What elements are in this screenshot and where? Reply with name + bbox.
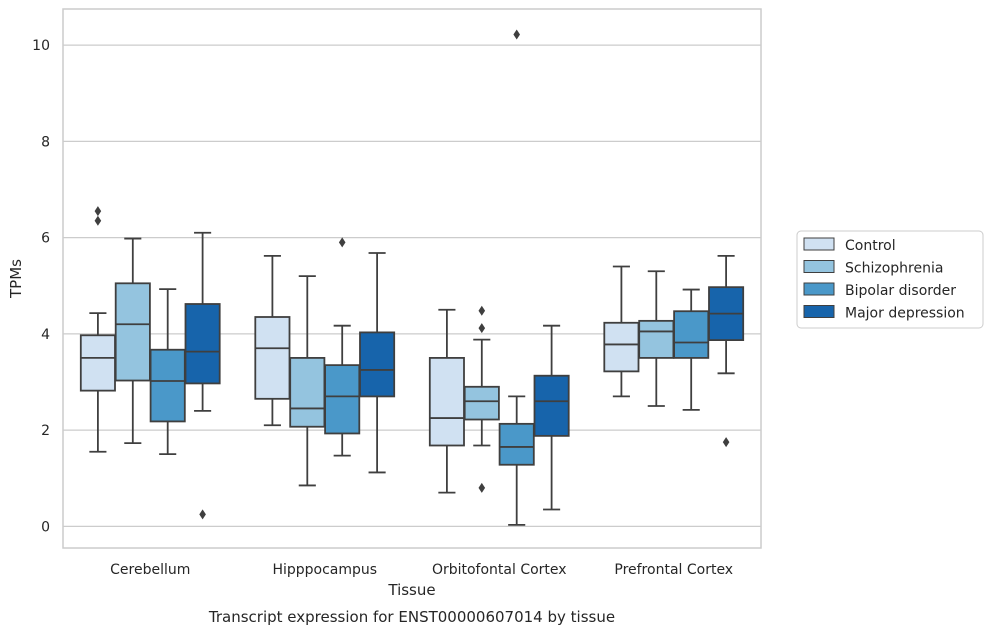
box-iqr <box>254 316 291 400</box>
box-iqr <box>673 310 710 359</box>
box-iqr <box>463 385 500 421</box>
box-plots <box>79 29 745 526</box>
box-2-3 <box>673 288 710 411</box>
x-tick-label: Hipppocampus <box>272 562 377 578</box>
legend-entry: Control <box>845 238 896 254</box>
y-tick-label: 8 <box>41 134 50 150</box>
box-3-2 <box>533 324 570 511</box>
box-0-0 <box>79 206 116 453</box>
box-0-1 <box>254 254 291 427</box>
box-1-2 <box>463 305 500 493</box>
box-0-2 <box>428 308 465 494</box>
y-tick-label: 2 <box>41 423 50 439</box>
y-tick-label: 0 <box>41 519 50 535</box>
box-2-0 <box>149 288 186 456</box>
legend-swatch <box>803 282 835 296</box>
box-iqr <box>498 422 535 466</box>
box-3-1 <box>359 252 396 474</box>
x-tick-label: Cerebellum <box>110 562 190 578</box>
legend-swatch <box>803 305 835 318</box>
box-1-1 <box>289 275 326 487</box>
outlier-point <box>478 482 486 493</box>
box-3-3 <box>708 254 745 448</box>
x-tick-label: Orbitofontal Cortex <box>432 562 567 578</box>
box-2-1 <box>324 237 361 457</box>
box-iqr <box>324 364 361 435</box>
plot-frame <box>62 8 762 549</box>
legend-entry: Schizophrenia <box>845 261 943 277</box>
box-iqr <box>289 357 326 428</box>
legend-swatch <box>803 260 835 273</box>
box-1-0 <box>114 237 151 444</box>
outlier-point <box>338 237 346 248</box>
legend-frame <box>796 230 984 329</box>
box-iqr <box>149 348 186 423</box>
x-axis-title: Tissue <box>387 581 435 599</box>
box-iqr <box>428 357 465 447</box>
box-iqr <box>184 303 221 385</box>
legend: Control Schizophrenia Bipolar disorder Majo… <box>796 230 984 329</box>
box-iqr <box>533 374 570 437</box>
outlier-point <box>199 509 206 520</box>
outlier-point <box>513 29 520 40</box>
x-tick-labels: Cerebellum Hipppocampus Orbitofontal Corte… <box>110 562 733 578</box>
outlier-point <box>94 206 102 217</box>
y-tick-label: 10 <box>32 38 50 54</box>
box-3-0 <box>184 231 221 520</box>
box-1-3 <box>638 270 675 407</box>
y-axis-title: TPMs <box>7 259 25 299</box>
legend-entry: Major depression <box>845 306 965 322</box>
y-tick-label: 6 <box>41 231 50 247</box>
chart-caption: Transcript expression for ENST0000060701… <box>208 608 615 626</box>
outlier-point <box>478 323 486 334</box>
grid-lines <box>63 44 761 527</box>
x-tick-label: Prefrontal Cortex <box>614 562 733 578</box>
outlier-point <box>478 305 486 316</box>
box-iqr <box>638 319 675 359</box>
box-iqr <box>114 282 151 382</box>
box-0-3 <box>603 265 640 398</box>
y-tick-labels: 0 2 4 6 8 10 <box>32 38 50 535</box>
legend-swatch <box>803 237 835 251</box>
box-2-2 <box>498 29 535 526</box>
box-iqr <box>359 331 396 398</box>
outlier-point <box>94 215 102 226</box>
outlier-point <box>722 437 730 448</box>
y-tick-label: 4 <box>41 327 50 343</box>
box-iqr <box>603 321 640 373</box>
legend-entry: Bipolar disorder <box>845 283 956 299</box>
box-iqr <box>79 334 116 392</box>
